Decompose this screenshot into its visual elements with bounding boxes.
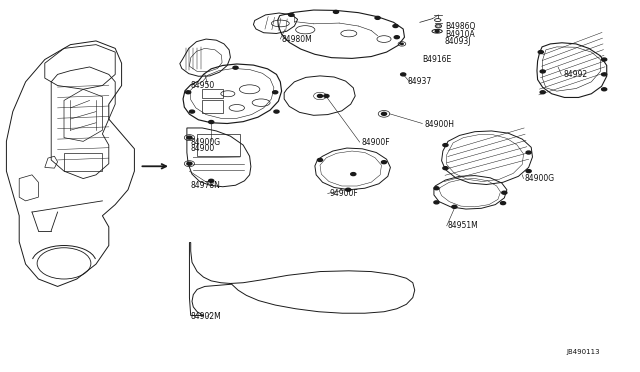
Circle shape [187, 162, 192, 165]
Text: 94900F: 94900F [330, 189, 358, 198]
Circle shape [602, 73, 607, 76]
Circle shape [324, 94, 329, 97]
Circle shape [434, 201, 439, 204]
Circle shape [540, 70, 545, 73]
Text: B4916E: B4916E [422, 55, 452, 64]
Text: 84980M: 84980M [282, 35, 312, 44]
Text: 84093J: 84093J [445, 37, 471, 46]
Text: 84937: 84937 [408, 77, 432, 86]
Circle shape [351, 173, 356, 176]
Text: 84900G: 84900G [525, 174, 555, 183]
Circle shape [189, 110, 195, 113]
Circle shape [317, 158, 323, 161]
Circle shape [186, 91, 191, 94]
Circle shape [289, 13, 294, 16]
Circle shape [602, 88, 607, 91]
Text: B4910A: B4910A [445, 30, 474, 39]
Circle shape [452, 205, 457, 208]
Circle shape [187, 136, 192, 139]
Circle shape [500, 202, 506, 205]
Text: JB490113: JB490113 [566, 349, 600, 355]
Circle shape [401, 73, 406, 76]
Circle shape [333, 10, 339, 13]
Circle shape [233, 66, 238, 69]
Circle shape [435, 30, 439, 32]
Circle shape [317, 94, 323, 97]
Circle shape [526, 151, 531, 154]
Text: 84951M: 84951M [448, 221, 479, 230]
Text: 84992: 84992 [563, 70, 588, 79]
Text: 84950: 84950 [190, 81, 214, 90]
Circle shape [393, 25, 398, 28]
Text: 84900H: 84900H [424, 120, 454, 129]
Text: 84900G: 84900G [190, 138, 220, 147]
Circle shape [375, 16, 380, 19]
Text: 84900: 84900 [190, 144, 214, 153]
Circle shape [209, 121, 214, 124]
Circle shape [443, 144, 448, 147]
Text: 84978N: 84978N [190, 181, 220, 190]
Text: B4986Q: B4986Q [445, 22, 475, 31]
Text: 84900F: 84900F [362, 138, 390, 147]
Circle shape [209, 179, 214, 182]
Circle shape [346, 188, 351, 191]
Circle shape [273, 91, 278, 94]
Circle shape [434, 187, 439, 190]
Circle shape [502, 191, 507, 194]
Circle shape [274, 110, 279, 113]
Circle shape [526, 170, 531, 173]
Circle shape [540, 91, 545, 94]
Text: 84902M: 84902M [190, 312, 221, 321]
Circle shape [401, 43, 403, 45]
Circle shape [538, 51, 543, 54]
Circle shape [443, 167, 448, 170]
Circle shape [381, 161, 387, 164]
Circle shape [381, 112, 387, 115]
Circle shape [602, 58, 607, 61]
Circle shape [394, 36, 399, 39]
